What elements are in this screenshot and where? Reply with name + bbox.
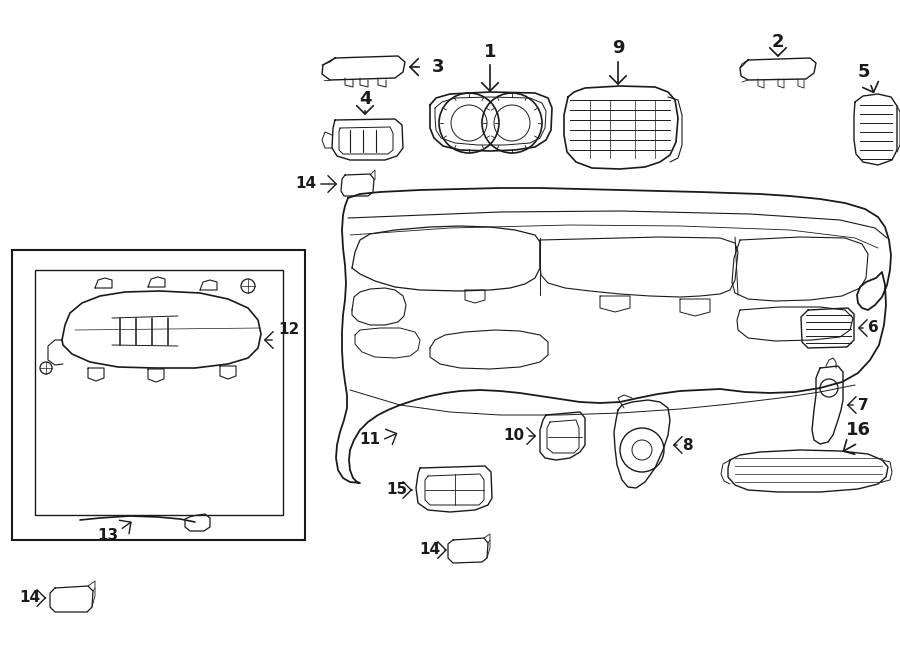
Text: 1: 1 [484, 43, 496, 61]
Text: 11: 11 [359, 432, 380, 447]
Text: 4: 4 [359, 90, 371, 108]
Text: 3: 3 [432, 58, 445, 76]
Text: 15: 15 [386, 483, 407, 498]
Text: 6: 6 [868, 321, 878, 336]
Text: 14: 14 [418, 543, 440, 557]
Text: 2: 2 [772, 33, 784, 51]
Text: 16: 16 [845, 421, 870, 439]
Text: 5: 5 [858, 63, 870, 81]
Text: 9: 9 [612, 39, 625, 57]
Text: 14: 14 [295, 176, 316, 192]
Text: 10: 10 [503, 428, 524, 444]
Text: 7: 7 [858, 397, 868, 412]
Text: 12: 12 [278, 323, 299, 338]
Text: 8: 8 [682, 438, 693, 453]
Bar [12, 250, 305, 540]
Text: 13: 13 [97, 527, 118, 543]
Text: 14: 14 [19, 590, 40, 605]
Bar [35, 270, 283, 515]
